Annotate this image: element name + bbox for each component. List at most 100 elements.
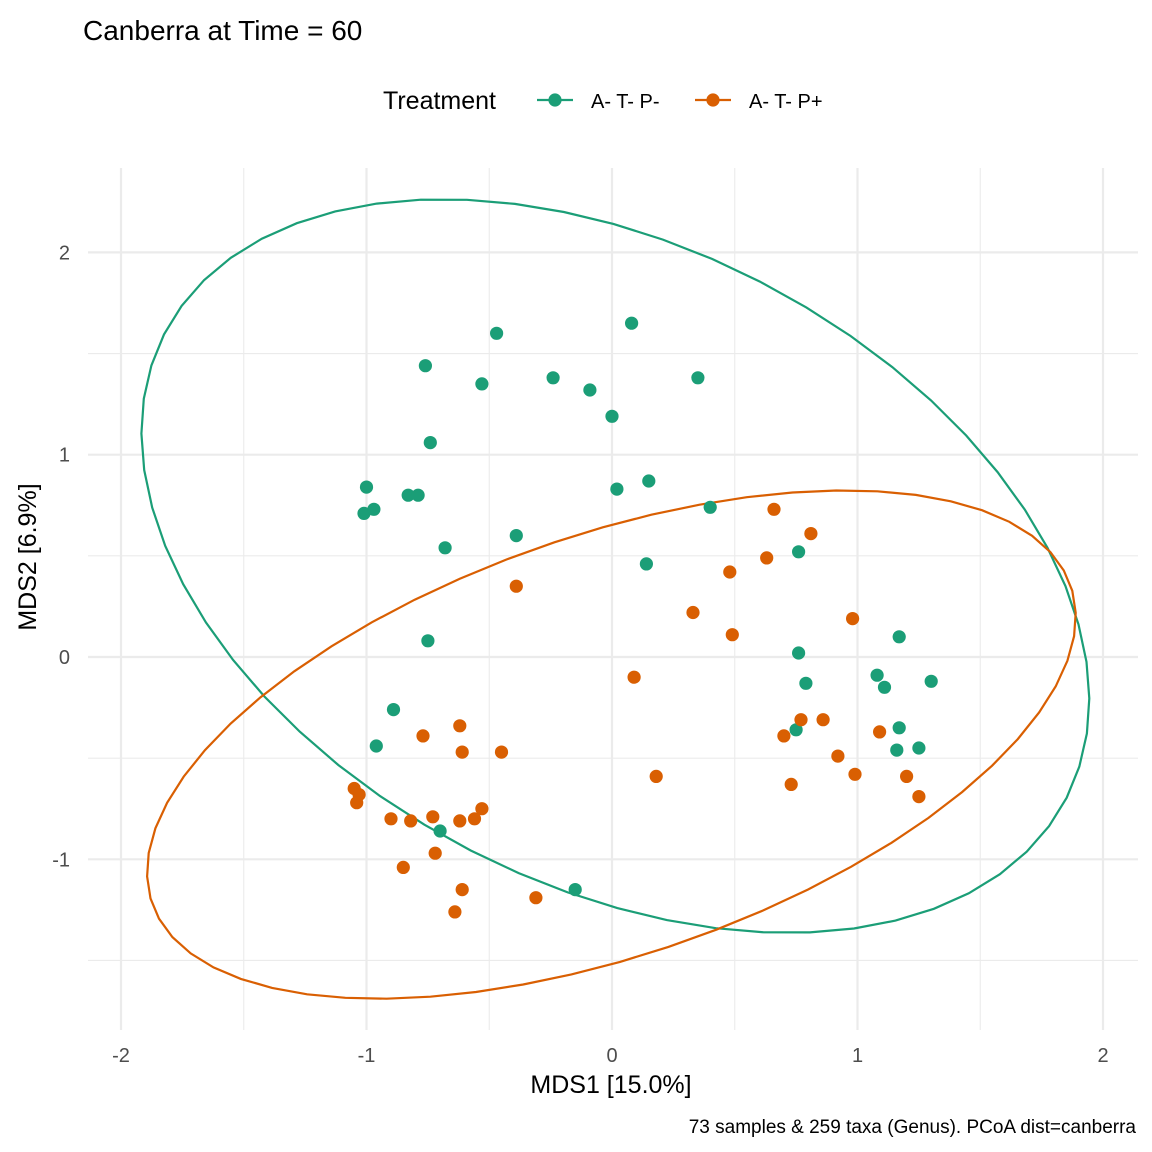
point-series-1 — [438, 541, 452, 555]
point-series-2 — [428, 846, 442, 860]
point-series-1 — [912, 741, 926, 755]
point-series-1 — [625, 316, 639, 330]
point-series-2 — [848, 767, 862, 781]
point-series-1 — [433, 824, 447, 838]
y-tick-label: 2 — [59, 242, 70, 264]
y-tick-label: 0 — [59, 647, 70, 669]
point-series-2 — [725, 628, 739, 642]
x-axis-ticks: -2 -1 0 1 2 — [112, 1045, 1108, 1067]
point-series-2 — [912, 790, 926, 804]
point-series-1 — [359, 480, 374, 494]
point-series-1 — [792, 545, 806, 559]
caption: 73 samples & 259 taxa (Genus). PCoA dist… — [689, 1117, 1137, 1138]
point-series-2 — [467, 812, 482, 826]
point-series-2 — [627, 670, 641, 684]
point-series-2 — [794, 713, 808, 727]
point-series-1 — [870, 668, 884, 682]
x-tick-label: -2 — [112, 1045, 130, 1067]
point-series-1 — [423, 436, 437, 450]
point-series-1 — [509, 529, 523, 543]
point-series-1 — [411, 488, 425, 502]
y-axis-ticks: -1 0 1 2 — [52, 242, 70, 871]
point-series-2 — [350, 796, 364, 810]
point-series-1 — [703, 500, 717, 514]
point-series-1 — [605, 409, 619, 423]
point-series-1 — [892, 630, 906, 644]
point-series-2 — [649, 769, 663, 784]
point-series-1 — [892, 721, 906, 735]
point-series-2 — [760, 551, 774, 565]
point-series-1 — [357, 506, 371, 520]
point-series-1 — [691, 371, 705, 385]
point-series-1 — [583, 383, 597, 397]
point-series-2 — [873, 725, 887, 739]
legend-item: A- T- P+ — [695, 91, 823, 113]
legend: Treatment A- T- P- A- T- P+ — [383, 87, 823, 115]
x-tick-label: 0 — [606, 1045, 617, 1067]
point-series-1 — [792, 646, 806, 660]
point-series-2 — [529, 891, 543, 905]
point-series-1 — [639, 557, 654, 571]
point-series-2 — [777, 729, 791, 743]
point-series-1 — [642, 474, 656, 488]
ellipse-series-1 — [140, 198, 1091, 934]
x-tick-label: -1 — [358, 1045, 376, 1067]
x-tick-label: 2 — [1097, 1045, 1108, 1067]
point-series-2 — [494, 745, 509, 759]
grid-major — [88, 168, 1138, 1030]
point-series-2 — [426, 810, 440, 824]
point-series-1 — [418, 359, 432, 373]
y-axis-title: MDS2 [6.9%] — [14, 483, 42, 630]
legend-key-point — [706, 93, 720, 107]
point-series-2 — [384, 812, 398, 826]
y-tick-label: -1 — [52, 849, 70, 871]
x-tick-label: 1 — [852, 1045, 863, 1067]
point-series-2 — [509, 579, 523, 593]
point-series-1 — [367, 502, 381, 516]
point-series-2 — [900, 769, 914, 784]
legend-label: A- T- P- — [591, 91, 660, 113]
point-series-2 — [453, 719, 467, 733]
point-series-1 — [610, 482, 624, 496]
point-series-1 — [877, 680, 892, 694]
point-series-2 — [455, 883, 469, 897]
x-axis-title: MDS1 [15.0%] — [530, 1071, 691, 1099]
ellipse-series-2 — [145, 489, 1077, 1000]
point-series-2 — [784, 777, 798, 792]
point-series-1 — [546, 371, 560, 385]
legend-key-point — [548, 93, 562, 107]
point-series-2 — [804, 527, 818, 541]
point-series-1 — [421, 634, 435, 648]
legend-label: A- T- P+ — [749, 91, 823, 113]
legend-item: A- T- P- — [537, 91, 660, 113]
point-series-2 — [396, 860, 410, 875]
point-series-1 — [475, 377, 489, 391]
point-series-2 — [448, 905, 462, 919]
point-series-1 — [386, 703, 401, 717]
point-series-1 — [369, 739, 383, 753]
point-series-2 — [831, 749, 845, 763]
point-series-1 — [568, 883, 582, 897]
point-series-1 — [924, 674, 938, 688]
point-series-2 — [723, 565, 737, 579]
chart-title: Canberra at Time = 60 — [83, 15, 362, 46]
point-series-2 — [816, 713, 830, 727]
point-series-2 — [416, 729, 430, 743]
point-series-2 — [404, 814, 418, 828]
point-series-1 — [401, 488, 415, 502]
confidence-ellipses — [140, 198, 1091, 1000]
point-series-2 — [475, 802, 489, 816]
point-series-2 — [453, 814, 467, 828]
legend-title: Treatment — [383, 87, 496, 115]
point-series-1 — [799, 676, 813, 690]
point-series-1 — [789, 723, 803, 737]
point-series-2 — [686, 605, 700, 620]
point-series-1 — [890, 743, 904, 757]
point-series-2 — [455, 745, 469, 759]
point-series-1 — [490, 326, 504, 340]
point-series-2 — [767, 502, 781, 516]
data-points — [347, 316, 938, 919]
point-series-2 — [846, 612, 860, 626]
y-tick-label: 1 — [59, 445, 70, 467]
